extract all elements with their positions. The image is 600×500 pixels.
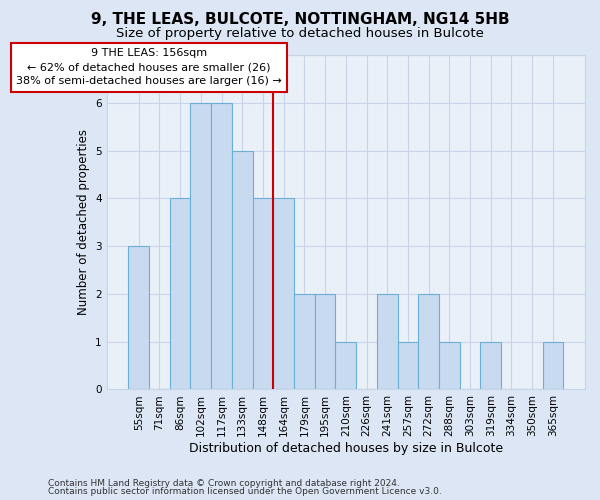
Text: 9, THE LEAS, BULCOTE, NOTTINGHAM, NG14 5HB: 9, THE LEAS, BULCOTE, NOTTINGHAM, NG14 5… [91, 12, 509, 28]
Bar [253, 198, 274, 390]
Bar [170, 198, 190, 390]
Bar [211, 103, 232, 390]
Bar [418, 294, 439, 390]
Text: 9 THE LEAS: 156sqm
← 62% of detached houses are smaller (26)
38% of semi-detache: 9 THE LEAS: 156sqm ← 62% of detached hou… [16, 48, 282, 86]
Y-axis label: Number of detached properties: Number of detached properties [77, 130, 89, 316]
Bar [128, 246, 149, 390]
Bar [377, 294, 398, 390]
Text: Size of property relative to detached houses in Bulcote: Size of property relative to detached ho… [116, 28, 484, 40]
Bar [439, 342, 460, 390]
Text: Contains HM Land Registry data © Crown copyright and database right 2024.: Contains HM Land Registry data © Crown c… [48, 478, 400, 488]
Bar [398, 342, 418, 390]
Bar [315, 294, 335, 390]
Bar [542, 342, 563, 390]
Bar [190, 103, 211, 390]
Text: Contains public sector information licensed under the Open Government Licence v3: Contains public sector information licen… [48, 488, 442, 496]
Bar [481, 342, 501, 390]
Bar [335, 342, 356, 390]
X-axis label: Distribution of detached houses by size in Bulcote: Distribution of detached houses by size … [189, 442, 503, 455]
Bar [294, 294, 315, 390]
Bar [232, 150, 253, 390]
Bar [274, 198, 294, 390]
